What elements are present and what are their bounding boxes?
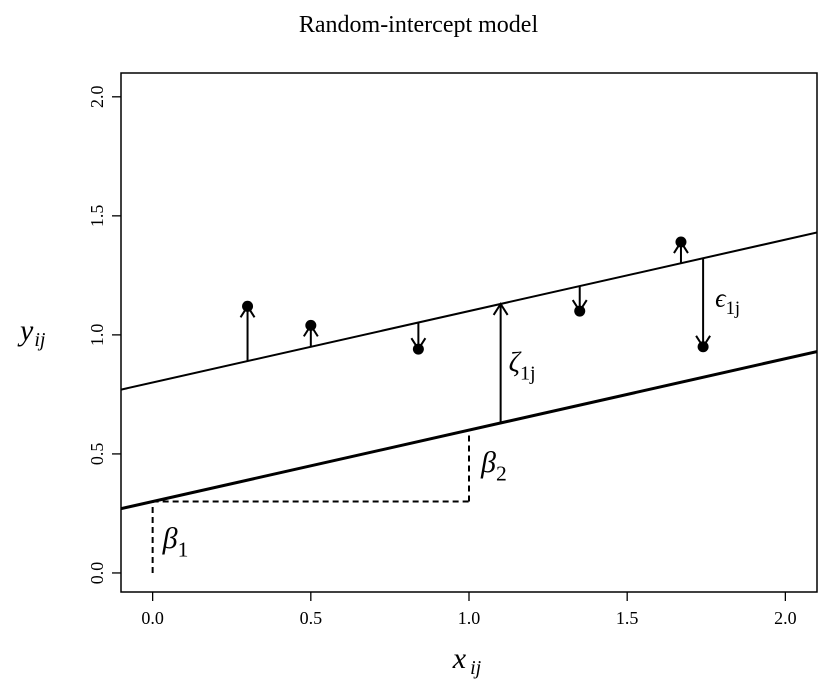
data-point	[242, 300, 254, 312]
plot-frame	[120, 72, 818, 593]
x-axis-label: x ij	[452, 642, 482, 679]
beta2-label: β2	[480, 446, 507, 485]
y-tick-label: 0.0	[87, 562, 107, 585]
y-axis-label: yij	[17, 314, 46, 351]
chart-title: Random-intercept model	[298, 12, 539, 38]
x-tick-label: 1.5	[616, 608, 639, 628]
data-point	[697, 341, 709, 353]
y-tick-label: 1.0	[87, 324, 107, 347]
cluster-line	[121, 231, 817, 391]
x-tick-label: 0.5	[300, 608, 323, 628]
data-point	[305, 319, 317, 331]
data-point	[412, 343, 424, 355]
data-point	[675, 236, 687, 248]
data-point	[574, 305, 586, 317]
y-tick-label: 1.5	[87, 205, 107, 228]
epsilon-label: ϵ1j	[715, 284, 740, 319]
x-tick-label: 1.0	[458, 608, 481, 628]
y-tick-label: 0.5	[87, 443, 107, 466]
x-tick-label: 0.0	[141, 608, 164, 628]
x-tick-label: 2.0	[774, 608, 797, 628]
y-tick-label: 2.0	[87, 86, 107, 109]
zeta-label: ζ1j	[509, 347, 536, 384]
beta1-label: β1	[162, 522, 189, 561]
zeta-arrow-head	[492, 302, 509, 316]
